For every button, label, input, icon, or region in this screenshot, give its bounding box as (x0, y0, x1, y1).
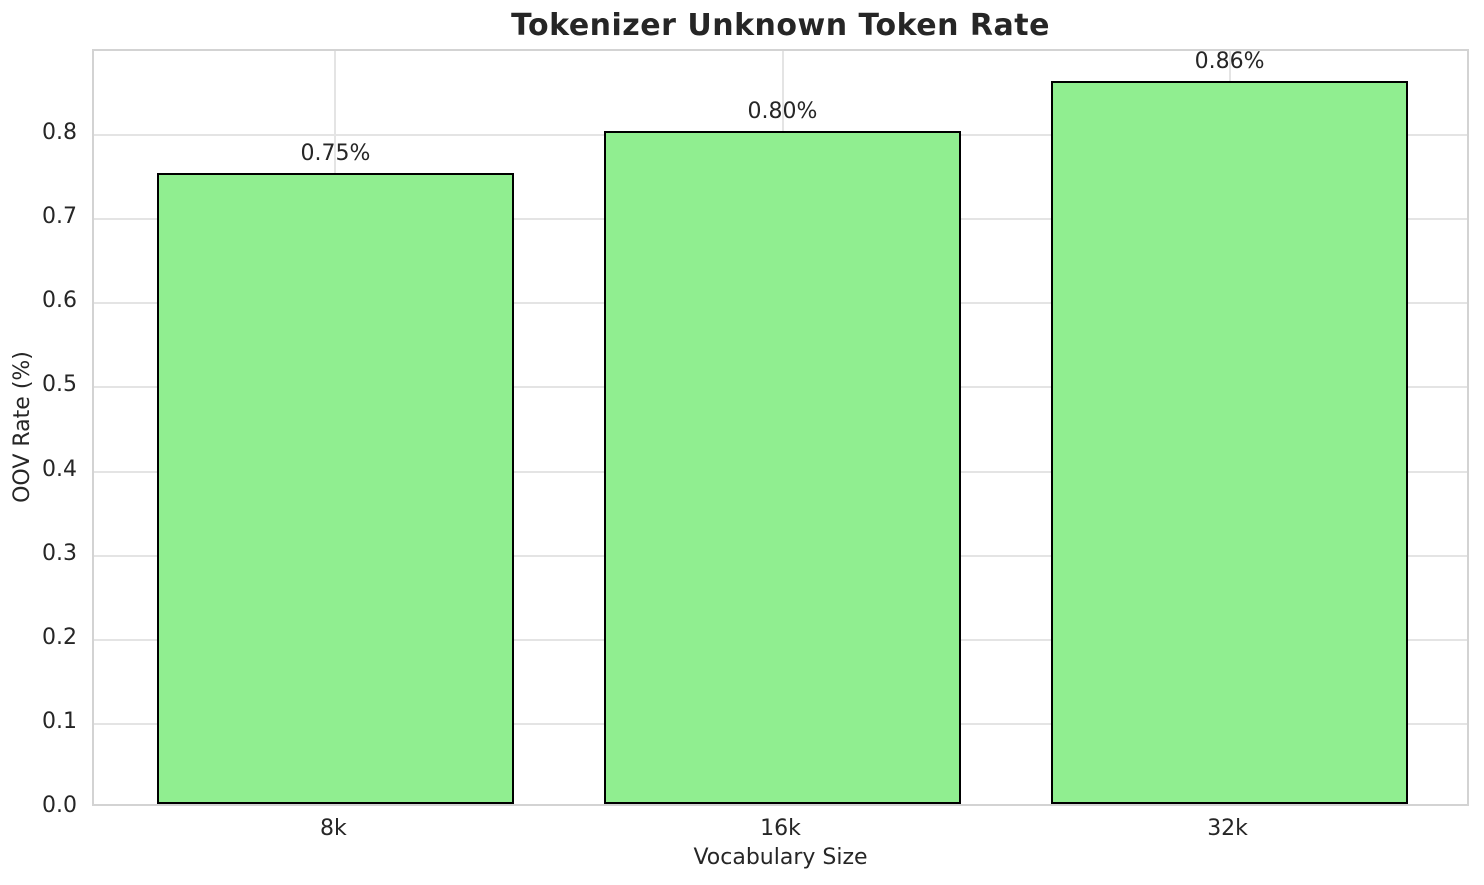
y-tick-label-0.6: 0.6 (42, 288, 77, 314)
y-tick-label-0.2: 0.2 (42, 624, 77, 650)
chart-title: Tokenizer Unknown Token Rate (511, 8, 1050, 43)
x-tick-label-8k: 8k (320, 816, 347, 841)
bar-value-label-32k: 0.86% (1194, 48, 1265, 74)
bar-value-label-16k: 0.80% (747, 99, 818, 125)
bar-16k (603, 131, 962, 804)
bar-value-label-8k: 0.75% (300, 141, 371, 167)
x-tick-label-32k: 32k (1207, 816, 1248, 841)
bar-32k (1050, 80, 1409, 804)
y-tick-label-0.4: 0.4 (42, 456, 77, 482)
y-tick-label-0.5: 0.5 (42, 372, 77, 398)
y-tick-label-0.8: 0.8 (42, 120, 77, 146)
plot-area: 0.75% 0.80% 0.86% (92, 49, 1469, 806)
bar-8k (156, 173, 515, 804)
y-tick-label-0.0: 0.0 (42, 793, 77, 818)
y-tick-label-0.1: 0.1 (42, 708, 77, 734)
x-tick-label-16k: 16k (760, 816, 801, 841)
x-axis-label: Vocabulary Size (693, 845, 868, 870)
y-tick-label-0.7: 0.7 (42, 204, 77, 230)
y-tick-label-0.3: 0.3 (42, 540, 77, 566)
